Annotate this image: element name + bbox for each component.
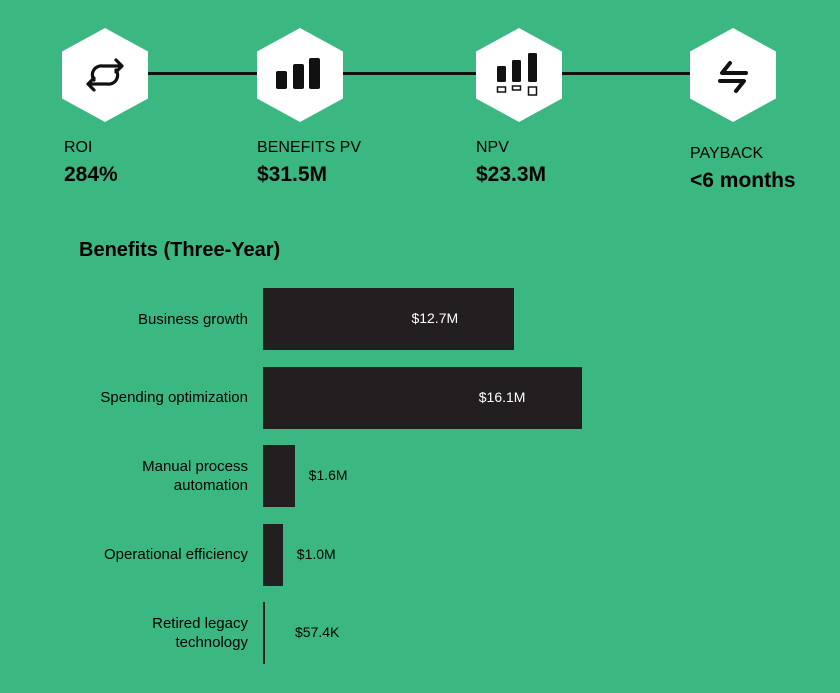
data-label: $57.4K <box>295 624 340 640</box>
metric-value: $23.3M <box>476 163 547 186</box>
metric-label: PAYBACK <box>690 145 764 162</box>
metric-value: <6 months <box>690 169 796 192</box>
metric-label: NPV <box>476 139 509 156</box>
bar-chart-icon <box>257 28 343 122</box>
bar <box>263 602 265 664</box>
bar <box>263 445 295 507</box>
bar <box>263 288 515 350</box>
metric-label: BENEFITS PV <box>257 139 362 156</box>
metric-npv: NPV $23.3M <box>476 139 546 187</box>
metric-value: $31.5M <box>257 163 328 186</box>
metric-benefits-pv: BENEFITS PV $31.5M <box>257 139 361 187</box>
timeline-connector <box>148 72 690 75</box>
category-label: Business growth <box>137 310 248 328</box>
metric-roi: ROI 284% <box>64 139 118 187</box>
metric-value: 284% <box>64 163 118 186</box>
metric-label: ROI <box>64 139 93 156</box>
data-label: $12.7M <box>411 310 459 326</box>
data-label: $1.0M <box>296 545 336 562</box>
metric-payback: PAYBACK <6 months <box>690 145 796 193</box>
bar <box>263 523 283 586</box>
category-label: Retired legacy technology <box>152 615 248 651</box>
data-label: $16.1M <box>478 388 526 405</box>
data-label: $1.6M <box>308 467 348 483</box>
category-label: Operational efficiency <box>104 546 248 563</box>
bar-chart-boxes-icon <box>476 28 562 122</box>
payback-arrows-icon <box>690 28 776 122</box>
category-label: Spending optimization <box>100 389 248 406</box>
category-label: Manual process automation <box>142 458 248 494</box>
bar <box>263 366 582 429</box>
chart-title: Benefits (Three-Year) <box>79 239 281 261</box>
repeat-icon <box>62 28 148 122</box>
